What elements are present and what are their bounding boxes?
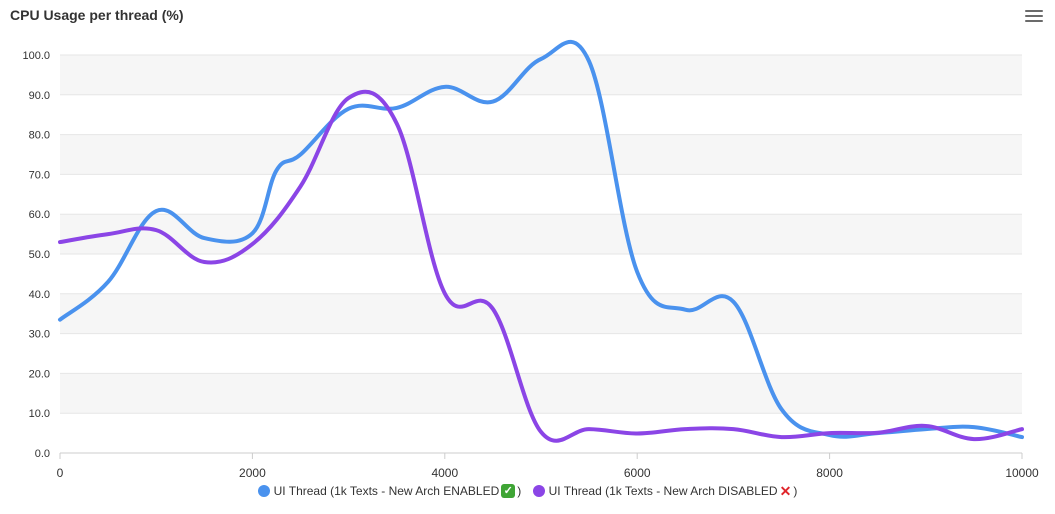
- y-tick-label: 30.0: [29, 329, 50, 341]
- legend-marker-enabled: [257, 485, 270, 497]
- y-tick-label: 40.0: [29, 289, 50, 301]
- y-tick-label: 80.0: [29, 130, 50, 142]
- y-tick-label: 90.0: [29, 90, 50, 102]
- line-chart: 0.0 10.0 20.0 30.0 40.0 50.0 60.0 70.0 80.0 90.0 1…: [22, 39, 1039, 480]
- chart-legend: UI Thread (1k Texts - New Arch ENABLED ✓…: [0, 484, 1055, 500]
- x-tick-label: 4000: [431, 466, 458, 480]
- legend-item-enabled[interactable]: UI Thread (1k Texts - New Arch ENABLED ✓…: [257, 484, 522, 498]
- chart-title: CPU Usage per thread (%): [10, 7, 184, 23]
- y-tick-label: 60.0: [29, 209, 50, 221]
- grid-band: [60, 214, 1022, 254]
- y-tick-label: 20.0: [29, 368, 50, 380]
- x-tick-label: 8000: [816, 466, 843, 480]
- grid-band: [60, 373, 1022, 414]
- grid-band: [60, 134, 1022, 175]
- grid-band: [60, 55, 1022, 95]
- legend-marker-disabled: [532, 485, 545, 497]
- y-tick-label: 50.0: [29, 249, 50, 261]
- legend-label-disabled: UI Thread (1k Texts - New Arch DISABLED: [548, 484, 778, 498]
- series-line-disabled: [58, 89, 1024, 443]
- y-tick-label: 10.0: [29, 408, 50, 420]
- cross-mark-icon: ✕: [779, 483, 792, 499]
- y-tick-label: 100.0: [22, 50, 50, 62]
- legend-suffix-enabled: ): [517, 484, 522, 498]
- grid-band: [60, 293, 1022, 334]
- legend-item-disabled[interactable]: UI Thread (1k Texts - New Arch DISABLED …: [532, 483, 798, 499]
- y-tick-label: 0.0: [35, 448, 50, 460]
- hamburger-menu-icon[interactable]: [1025, 8, 1043, 24]
- x-tick-label: 6000: [624, 466, 651, 480]
- x-tick-label: 0: [57, 466, 64, 480]
- x-tick-label: 10000: [1005, 466, 1039, 480]
- y-tick-label: 70.0: [29, 169, 50, 181]
- x-tick-label: 2000: [239, 466, 266, 480]
- legend-suffix-disabled: ): [793, 484, 798, 498]
- check-mark-button-icon: ✓: [501, 484, 516, 498]
- legend-label-enabled: UI Thread (1k Texts - New Arch ENABLED: [273, 484, 500, 498]
